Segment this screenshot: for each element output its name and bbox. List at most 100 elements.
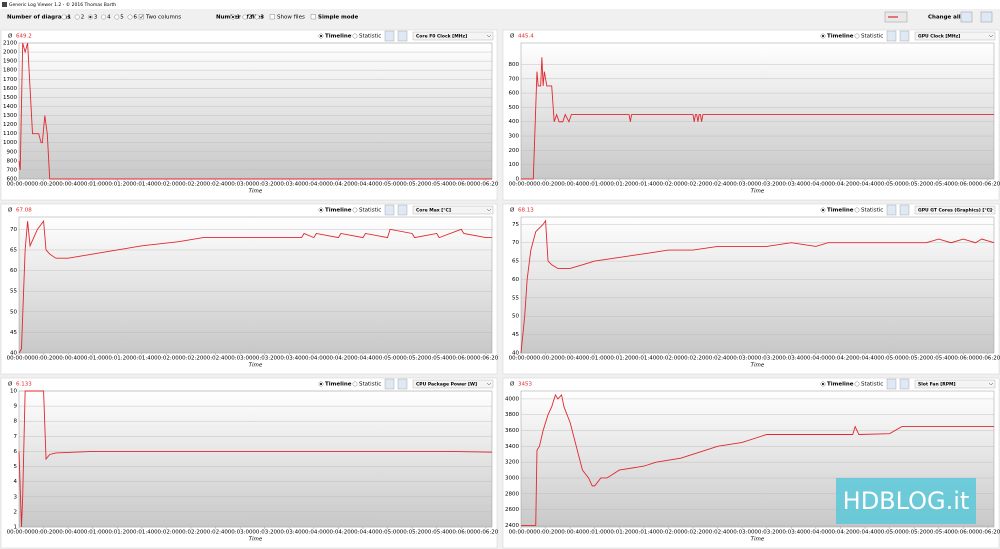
window-title: Generic Log Viewer 1.2 - © 2016 Thomas B…	[9, 1, 116, 8]
x-tick-label: 00:02:40	[705, 356, 730, 362]
radio-dot	[319, 34, 323, 38]
y-tick-label: 3400	[505, 444, 519, 450]
y-tick-label: 800	[7, 158, 18, 164]
y-tick-label: 1	[14, 525, 18, 531]
x-tick-label: 00:03:40	[277, 530, 302, 536]
x-tick-label: 00:02:00	[154, 530, 179, 536]
x-tick-label: 00:05:00	[877, 530, 902, 536]
x-tick-label: 00:01:20	[607, 182, 632, 188]
data-line	[520, 219, 995, 354]
x-tick-label: 00:06:20	[474, 356, 499, 362]
x-tick-label: 00:02:20	[681, 356, 706, 362]
x-tick-label: 00:02:40	[203, 530, 228, 536]
x-tick-label: 00:00:00	[7, 356, 32, 362]
watermark-box	[836, 478, 976, 524]
sensor-dropdown[interactable]	[412, 379, 494, 389]
radio-button[interactable]	[101, 14, 107, 20]
x-tick-label: 00:05:00	[375, 530, 400, 536]
mode-option: Timeline	[827, 208, 854, 214]
radio-button[interactable]	[854, 207, 860, 213]
file-option: 3	[261, 15, 265, 21]
icon-button[interactable]	[397, 204, 408, 216]
x-tick-label: 00:03:20	[754, 182, 779, 188]
mode-option: Statistic	[359, 208, 381, 214]
icon-button[interactable]	[899, 204, 910, 216]
x-tick-label: 00:00:40	[56, 182, 81, 188]
average-value: 649.2	[16, 34, 32, 40]
checkbox[interactable]	[138, 14, 144, 20]
radio-button[interactable]	[254, 14, 260, 20]
radio-button[interactable]	[352, 33, 358, 39]
mode-option: Timeline	[827, 382, 854, 388]
plot-area	[520, 42, 995, 180]
x-tick-label: 00:00:00	[7, 182, 32, 188]
x-tick-label: 00:02:40	[203, 356, 228, 362]
icon-button[interactable]	[384, 204, 395, 216]
average-value: 3453	[518, 382, 532, 388]
icon-button[interactable]	[886, 204, 897, 216]
sensor-name: GPU GT Cores (Graphics) [°C]	[918, 208, 992, 214]
radio-button[interactable]	[61, 14, 67, 20]
x-tick-label: 00:03:20	[252, 356, 277, 362]
x-tick-label: 00:05:40	[926, 530, 951, 536]
icon-button[interactable]	[886, 30, 897, 42]
x-tick-label: 00:02:40	[705, 530, 730, 536]
x-tick-label: 00:03:00	[730, 530, 755, 536]
icon-button[interactable]	[397, 30, 408, 42]
sensor-dropdown[interactable]	[412, 205, 494, 215]
y-tick-label: 1900	[3, 59, 17, 65]
icon-button[interactable]	[384, 378, 395, 390]
x-tick-label: 00:06:20	[474, 530, 499, 536]
icon-button[interactable]	[899, 30, 910, 42]
x-tick-label: 00:04:00	[302, 356, 327, 362]
x-tick-label: 00:06:00	[951, 530, 976, 536]
radio-button[interactable]	[854, 33, 860, 39]
x-tick-label: 00:04:00	[804, 182, 829, 188]
icon-button[interactable]	[899, 378, 910, 390]
icon-button[interactable]	[886, 378, 897, 390]
sensor-dropdown[interactable]	[914, 205, 996, 215]
icon-button[interactable]	[980, 11, 993, 23]
x-tick-label: 00:00:20	[31, 182, 56, 188]
sensor-dropdown[interactable]	[914, 379, 996, 389]
mode-option: Timeline	[827, 34, 854, 40]
y-tick-label: 1300	[3, 113, 17, 119]
x-tick-label: 00:05:00	[877, 356, 902, 362]
y-tick-label: 0	[516, 177, 520, 183]
x-tick-label: 00:04:40	[853, 530, 878, 536]
radio-button[interactable]	[74, 14, 80, 20]
x-tick-label: 00:05:40	[926, 182, 951, 188]
radio-button[interactable]	[127, 14, 133, 20]
checkbox[interactable]	[269, 14, 275, 20]
radio-button[interactable]	[352, 207, 358, 213]
x-tick-label: 00:05:20	[902, 182, 927, 188]
sensor-name: GPU Clock [MHz]	[918, 34, 960, 40]
radio-button[interactable]	[352, 381, 358, 387]
radio-dot	[89, 15, 92, 19]
average-value: 67.08	[16, 208, 32, 214]
radio-button[interactable]	[242, 14, 248, 20]
radio-button[interactable]	[854, 381, 860, 387]
y-tick-label: 1400	[3, 104, 17, 110]
x-tick-label: 00:06:20	[976, 356, 1000, 362]
sensor-dropdown[interactable]	[914, 31, 996, 41]
radio-button[interactable]	[114, 14, 120, 20]
x-tick-label: 00:04:20	[828, 530, 853, 536]
icon-button[interactable]	[397, 378, 408, 390]
x-tick-label: 00:01:00	[582, 182, 607, 188]
icon-button[interactable]	[384, 30, 395, 42]
icon-button[interactable]	[960, 11, 973, 23]
mode-option: Timeline	[325, 34, 352, 40]
x-tick-label: 00:00:40	[558, 530, 583, 536]
dropdown-arrow	[988, 208, 994, 212]
x-tick-label: 00:03:40	[779, 182, 804, 188]
y-tick-label: 700	[7, 167, 18, 173]
x-tick-label: 00:05:00	[375, 356, 400, 362]
average-value: 445.4	[518, 34, 534, 40]
checkbox[interactable]	[310, 14, 316, 20]
diagram-panel: Ø 67.08 Timeline Statistic Core Max [°C] 40 45…	[0, 203, 499, 375]
radio-dot	[319, 382, 323, 386]
average-symbol: Ø	[8, 207, 13, 214]
sensor-dropdown[interactable]	[412, 31, 494, 41]
